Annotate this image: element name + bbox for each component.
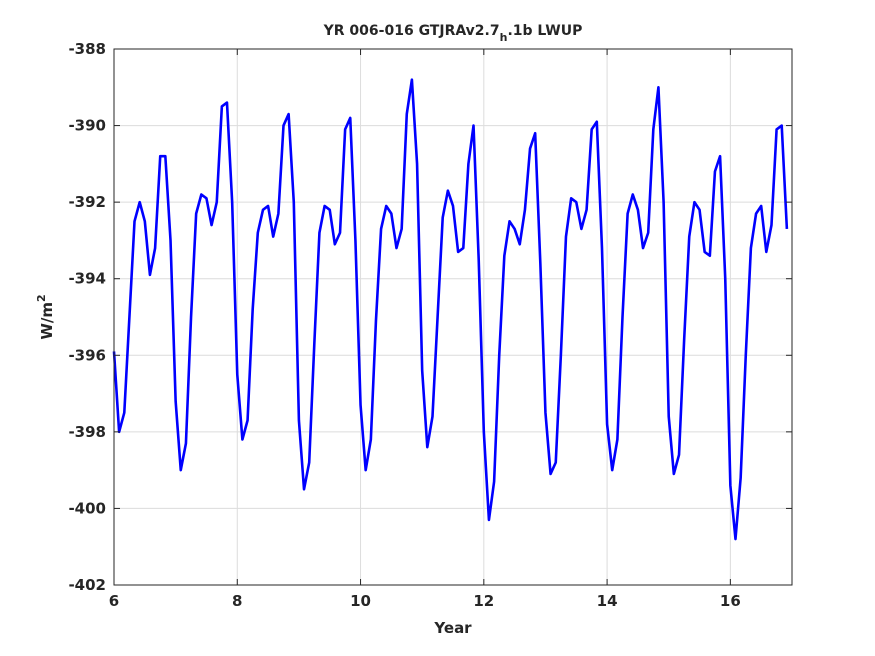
x-tick-label: 12	[473, 592, 494, 610]
y-tick-label: -388	[68, 40, 106, 58]
y-tick-label: -394	[68, 270, 106, 288]
chart-title-suffix: .1b LWUP	[507, 23, 582, 39]
axes-box	[113, 48, 793, 586]
y-axis-label-superscript: 2	[35, 294, 48, 302]
series-line	[112, 78, 789, 541]
y-tick-label: -402	[68, 576, 106, 594]
chart-title-subscript: h	[500, 31, 508, 44]
y-tick-label: -400	[68, 499, 106, 517]
y-tick-label: -396	[68, 346, 106, 364]
y-axis-label: W/m2	[35, 294, 56, 339]
y-tick-label: -398	[68, 423, 106, 441]
x-tick-label: 16	[720, 592, 741, 610]
y-axis-label-text: W/m	[38, 302, 56, 340]
ticks: 6 8 10 12 14 16 -388 -390 -392 -394 -396 -398 -400 -4…	[68, 40, 792, 610]
x-tick-label: 8	[232, 592, 242, 610]
plot-area	[114, 49, 792, 585]
y-tick-label: -390	[68, 117, 106, 135]
x-axis-label: Year	[433, 619, 472, 637]
chart-title-main: YR 006-016 GTJRAv2.7	[323, 23, 500, 39]
x-tick-label: 14	[597, 592, 618, 610]
x-tick-label: 6	[109, 592, 119, 610]
y-tick-label: -392	[68, 193, 106, 211]
chart-title: YR 006-016 GTJRAv2.7h.1b LWUP	[323, 23, 583, 44]
x-tick-label: 10	[350, 592, 371, 610]
series-layer	[112, 78, 789, 541]
